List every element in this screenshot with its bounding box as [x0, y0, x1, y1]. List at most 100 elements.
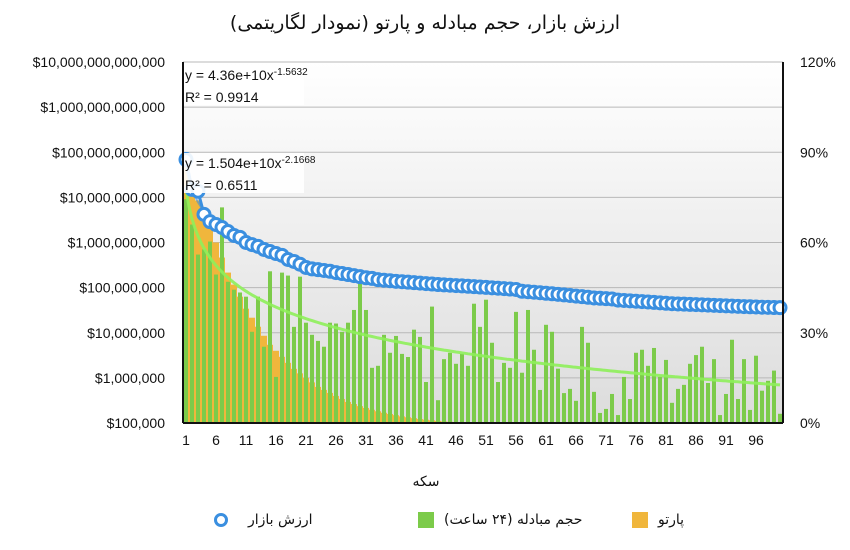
- x-tick-label: 96: [748, 432, 764, 448]
- y-left-tick-label: $10,000,000,000: [60, 189, 165, 205]
- equation-box: [184, 153, 304, 193]
- volume-bar: [646, 365, 650, 423]
- volume-bar: [388, 352, 392, 423]
- volume-bar: [724, 393, 728, 423]
- volume-bar: [652, 347, 656, 423]
- x-tick-label: 66: [568, 432, 584, 448]
- volume-bar: [262, 346, 266, 423]
- volume-bar: [406, 357, 410, 423]
- volume-bar: [520, 372, 524, 423]
- y-left-tick-label: $100,000: [107, 415, 166, 431]
- volume-bar: [610, 393, 614, 423]
- volume-bar: [670, 402, 674, 423]
- volume-bar: [412, 329, 416, 423]
- volume-bar: [640, 349, 644, 423]
- y-left-tick-label: $1,000,000: [95, 370, 165, 386]
- volume-bar: [256, 296, 260, 423]
- volume-bar: [580, 326, 584, 423]
- volume-bar: [754, 355, 758, 423]
- volume-bar: [538, 389, 542, 423]
- volume-bar: [448, 352, 452, 423]
- x-tick-label: 26: [328, 432, 344, 448]
- y-left-tick-label: $10,000,000,000,000: [33, 54, 166, 70]
- x-tick-label: 21: [298, 432, 314, 448]
- volume-bar: [280, 272, 284, 423]
- volume-bar: [322, 346, 326, 423]
- legend-label-volume: حجم مبادله (۲۴ ساعت): [444, 512, 583, 528]
- legend-item-market-cap: ارزش بازار: [214, 508, 313, 532]
- volume-bar: [454, 363, 458, 423]
- volume-bar: [562, 393, 566, 423]
- volume-bar: [676, 388, 680, 423]
- volume-bar: [736, 399, 740, 423]
- legend-marker-market-cap: [214, 513, 228, 527]
- legend-swatch-pareto: [632, 512, 648, 528]
- trendline-exponent: -2.1668: [282, 155, 316, 166]
- trendline-r2: R² = 0.6511: [185, 177, 258, 193]
- volume-bar: [196, 254, 200, 423]
- volume-bar: [340, 331, 344, 423]
- x-tick-label: 11: [239, 432, 254, 448]
- volume-bar: [310, 334, 314, 423]
- volume-bar: [208, 241, 212, 423]
- volume-bar: [598, 412, 602, 423]
- x-tick-label: 1: [182, 432, 190, 448]
- volume-bar: [586, 342, 590, 423]
- volume-bar: [508, 367, 512, 423]
- x-tick-label: 31: [358, 432, 374, 448]
- volume-bar: [226, 281, 230, 423]
- volume-bar: [466, 365, 470, 423]
- volume-bar: [472, 303, 476, 423]
- volume-bar: [316, 340, 320, 423]
- volume-bar: [442, 359, 446, 423]
- x-tick-label: 6: [212, 432, 220, 448]
- volume-bar: [688, 363, 692, 423]
- volume-bar: [292, 326, 296, 423]
- volume-bar: [214, 274, 218, 423]
- volume-bar: [634, 352, 638, 423]
- chart-title: ارزش بازار، حجم مبادله و پارتو (نمودار ل…: [229, 12, 621, 34]
- equation-box: [184, 65, 304, 105]
- y-left-tick-label: $100,000,000,000: [52, 144, 165, 160]
- volume-bar: [286, 275, 290, 423]
- volume-bar: [346, 322, 350, 423]
- volume-bar: [502, 362, 506, 423]
- volume-bar: [238, 292, 242, 423]
- y-left-tick-label: $10,000,000: [87, 325, 165, 341]
- volume-bar: [424, 382, 428, 423]
- y-right-tick-label: 90%: [800, 144, 828, 160]
- volume-bar: [700, 346, 704, 423]
- legend-item-volume: حجم مبادله (۲۴ ساعت): [418, 508, 582, 532]
- volume-bar: [274, 376, 278, 423]
- volume-bar: [628, 399, 632, 423]
- volume-bar: [658, 376, 662, 423]
- volume-bar: [190, 224, 194, 423]
- x-tick-label: 41: [418, 432, 434, 448]
- volume-bar: [742, 359, 746, 423]
- volume-bar: [604, 408, 608, 423]
- x-axis-label: سکه: [413, 474, 440, 490]
- trendline-r2: R² = 0.9914: [185, 89, 259, 105]
- volume-bar: [778, 413, 782, 423]
- volume-bar: [436, 400, 440, 423]
- volume-bar: [772, 370, 776, 423]
- x-tick-label: 71: [598, 432, 614, 448]
- y-right-tick-label: 0%: [800, 415, 820, 431]
- volume-bar: [532, 349, 536, 423]
- volume-bar: [394, 335, 398, 423]
- legend-label-market-cap: ارزش بازار: [248, 512, 313, 528]
- volume-bar: [382, 334, 386, 423]
- volume-bar: [484, 299, 488, 423]
- x-tick-label: 81: [658, 432, 674, 448]
- volume-bar: [748, 409, 752, 423]
- volume-bar: [574, 400, 578, 423]
- volume-bar: [718, 415, 722, 423]
- x-tick-label: 16: [268, 432, 284, 448]
- volume-bar: [592, 391, 596, 423]
- volume-bar: [682, 384, 686, 423]
- volume-bar: [490, 342, 494, 423]
- volume-bar: [202, 249, 206, 423]
- x-tick-label: 91: [718, 432, 734, 448]
- volume-bar: [400, 353, 404, 423]
- volume-bar: [766, 380, 770, 423]
